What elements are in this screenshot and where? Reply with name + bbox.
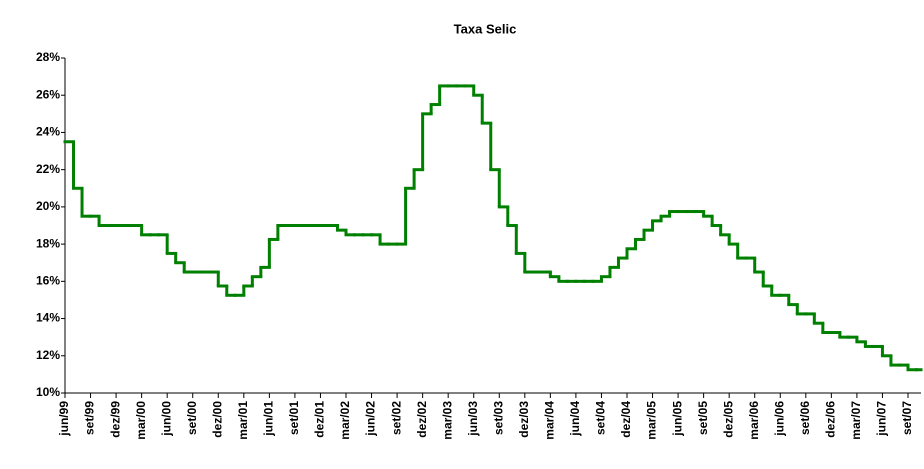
x-tick-label: dez/00 xyxy=(210,401,224,438)
y-tick-label: 20% xyxy=(36,199,60,213)
x-tick-label: jun/05 xyxy=(670,401,684,437)
x-tick-label: mar/03 xyxy=(440,401,454,440)
x-tick-label: mar/06 xyxy=(747,401,761,440)
y-tick-label: 28% xyxy=(36,50,60,64)
x-tick-label: dez/02 xyxy=(415,401,429,438)
x-tick-label: dez/03 xyxy=(517,401,531,438)
x-tick-label: mar/04 xyxy=(543,401,557,440)
x-tick-label: jun/02 xyxy=(364,401,378,437)
x-tick-label: mar/01 xyxy=(236,401,250,440)
y-tick-label: 18% xyxy=(36,236,60,250)
chart-title: Taxa Selic xyxy=(454,21,517,36)
y-tick-label: 24% xyxy=(36,125,60,139)
x-tick-label: set/01 xyxy=(287,401,301,435)
x-tick-label: set/02 xyxy=(389,401,403,435)
x-tick-label: dez/99 xyxy=(108,401,122,438)
x-tick-label: jun/00 xyxy=(159,401,173,437)
x-tick-label: mar/00 xyxy=(134,401,148,440)
x-tick-label: set/04 xyxy=(594,401,608,435)
x-tick-label: set/99 xyxy=(83,401,97,435)
x-tick-label: mar/07 xyxy=(849,401,863,440)
x-tick-label: jun/06 xyxy=(772,401,786,437)
y-tick-label: 12% xyxy=(36,348,60,362)
x-tick-label: jun/04 xyxy=(568,401,582,437)
x-tick-label: jun/99 xyxy=(57,401,71,437)
x-tick-label: jun/07 xyxy=(875,401,889,437)
series-line xyxy=(63,84,923,372)
x-tick-label: jun/01 xyxy=(262,401,276,437)
y-tick-label: 16% xyxy=(36,274,60,288)
y-tick-label: 10% xyxy=(36,385,60,399)
y-tick-label: 14% xyxy=(36,311,60,325)
x-tick-label: set/06 xyxy=(798,401,812,435)
x-tick-label: dez/05 xyxy=(721,401,735,438)
x-tick-label: dez/04 xyxy=(619,401,633,438)
x-tick-label: set/03 xyxy=(491,401,505,435)
x-tick-label: set/05 xyxy=(696,401,710,435)
x-tick-label: set/00 xyxy=(185,401,199,435)
y-tick-label: 22% xyxy=(36,162,60,176)
x-tick-label: dez/01 xyxy=(313,401,327,438)
x-tick-label: set/07 xyxy=(900,401,914,435)
x-tick-label: mar/02 xyxy=(338,401,352,440)
x-tick-label: dez/06 xyxy=(824,401,838,438)
x-tick-label: mar/05 xyxy=(645,401,659,440)
x-tick-label: jun/03 xyxy=(466,401,480,437)
y-tick-label: 26% xyxy=(36,87,60,101)
